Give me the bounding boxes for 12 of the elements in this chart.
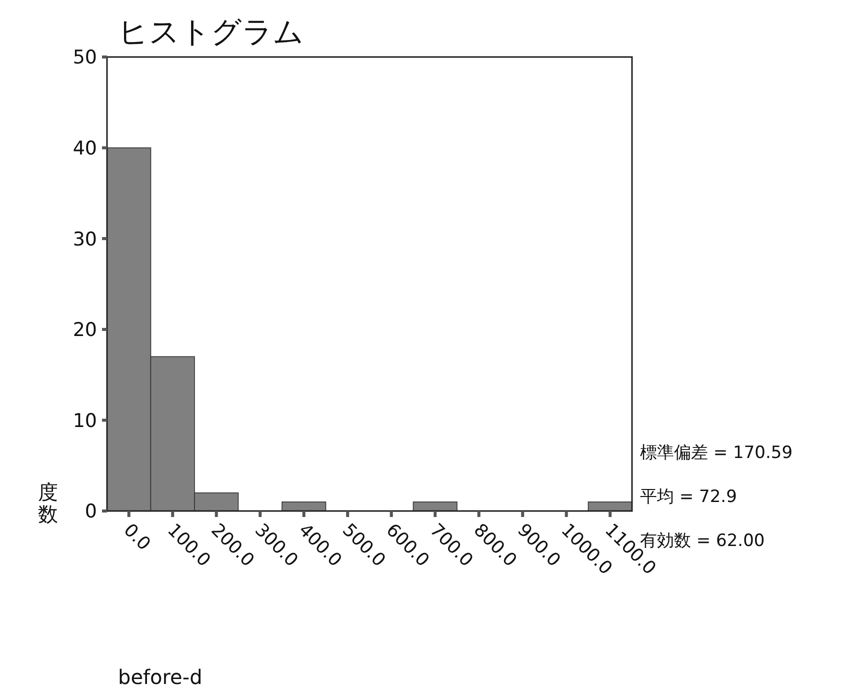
y-tick-label: 40 <box>72 137 97 160</box>
chart-title: ヒストグラム <box>118 15 304 50</box>
text: 標準偏差 = 170.59 <box>640 443 793 463</box>
y-tick-label: 50 <box>72 46 97 69</box>
text: 平均 = 72.9 <box>640 487 737 507</box>
y-tick-label: 30 <box>72 228 97 250</box>
x-axis-title: before-d <box>118 665 202 689</box>
y-axis-title: 度数 <box>38 480 58 526</box>
y-tick-label: 0 <box>84 500 97 523</box>
y-tick-label: 20 <box>72 319 97 342</box>
x-tick-label: 0.0 <box>119 520 154 555</box>
y-tick-label: 10 <box>72 410 97 432</box>
